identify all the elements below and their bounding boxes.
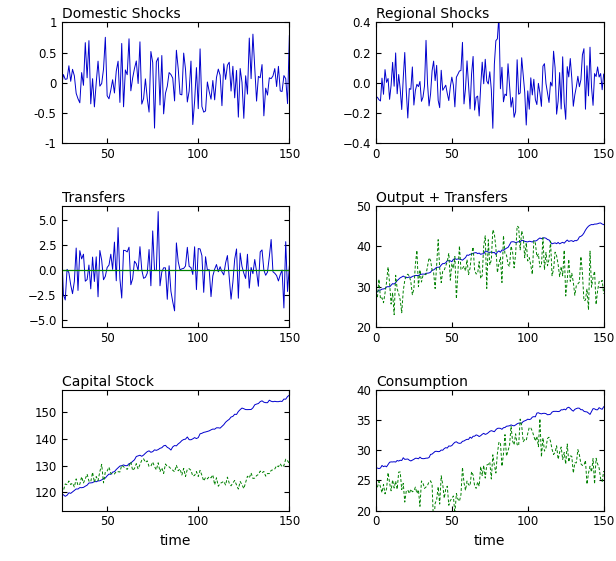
Text: Domestic Shocks: Domestic Shocks <box>62 7 180 21</box>
Text: Capital Stock: Capital Stock <box>62 375 153 389</box>
Text: Transfers: Transfers <box>62 191 124 205</box>
Text: Consumption: Consumption <box>376 375 468 389</box>
Text: Regional Shocks: Regional Shocks <box>376 7 489 21</box>
Text: Output + Transfers: Output + Transfers <box>376 191 508 205</box>
X-axis label: time: time <box>474 534 506 548</box>
X-axis label: time: time <box>160 534 191 548</box>
